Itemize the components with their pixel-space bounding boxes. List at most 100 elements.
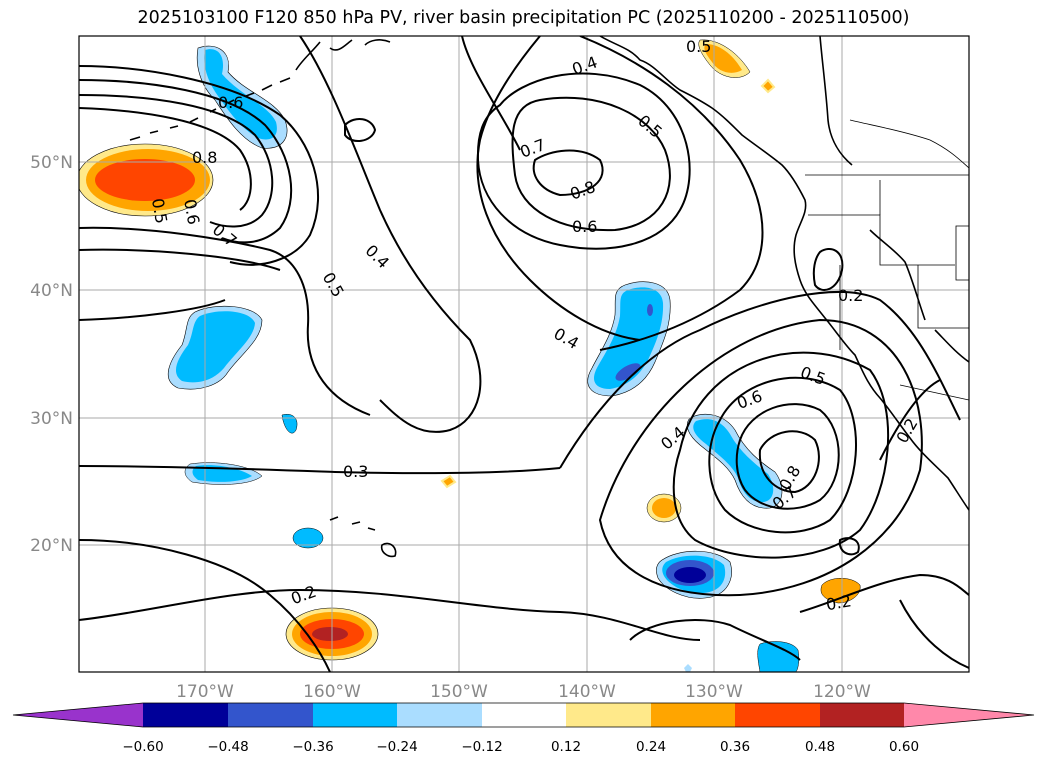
canada-coast — [819, 36, 853, 166]
contour-0-5-center — [579, 36, 764, 351]
negative-anomaly-hawaii-west — [292, 527, 324, 549]
colorbar-under-triangle — [13, 703, 143, 727]
colorbar-swatch — [651, 703, 735, 727]
contour-label: 0.2 — [838, 286, 863, 305]
positive-anomaly-15n — [820, 578, 861, 604]
negative-anomaly-south-east — [757, 641, 800, 672]
colorbar-swatch — [482, 703, 566, 727]
negative-anomaly-central-inner — [615, 363, 641, 381]
latitude-labels: 50°N 40°N 30°N 20°N — [30, 153, 73, 556]
negative-anomaly-mid-pacific-core — [175, 311, 255, 383]
colorbar-over-triangle — [904, 703, 1034, 727]
contour-0-5-west — [79, 226, 371, 416]
colorbar-tick: −0.48 — [207, 739, 248, 755]
contour-label: 0.8 — [192, 148, 217, 167]
contour-0-2-south-east — [799, 573, 969, 613]
colorbar-outline — [12, 702, 1035, 728]
negative-anomaly-zonal-core — [192, 465, 252, 482]
mexico-coast — [934, 329, 969, 363]
positive-anomaly-tiny — [440, 474, 457, 489]
contour-0-6-east — [708, 376, 857, 534]
colorbar-tick: 0.24 — [636, 739, 666, 755]
canada-province-border — [849, 119, 969, 169]
state-border-1 — [808, 214, 955, 266]
positive-anomaly-22n-core — [652, 498, 676, 518]
map-title: 2025103100 F120 850 hPa PV, river basin … — [137, 8, 910, 28]
positive-anomaly-ne-pacific-max — [95, 159, 195, 201]
lon-label: 140°W — [558, 682, 616, 702]
colorbar: −0.60 −0.48 −0.36 −0.24 −0.12 0.12 0.24 … — [12, 702, 1035, 755]
contour-label: 0.2 — [824, 591, 852, 614]
contour-label: 0.5 — [148, 197, 171, 225]
colorbar-tick: −0.36 — [292, 739, 333, 755]
contour-0-5-east — [672, 351, 890, 559]
contour-0-7-east — [735, 403, 840, 510]
aleutian-islands — [129, 77, 291, 141]
colorbar-swatch — [143, 703, 228, 727]
contour-0-4-center — [476, 36, 641, 341]
lon-label: 150°W — [430, 682, 488, 702]
contour-label: 0.6 — [180, 198, 203, 226]
longitude-labels: 170°W 160°W 150°W 140°W 130°W 120°W — [176, 682, 871, 702]
colorbar-tick: 0.48 — [805, 739, 835, 755]
contour-label: 0.5 — [686, 37, 711, 56]
contour-ridge-2 — [79, 79, 293, 244]
contour-south-mid — [629, 619, 801, 661]
map-grid — [79, 36, 969, 672]
contour-0-7-center — [511, 96, 671, 232]
alaska-coast — [295, 39, 391, 71]
positive-anomaly-south-max — [312, 627, 348, 641]
lat-label: 40°N — [30, 281, 73, 301]
lon-label: 160°W — [303, 682, 361, 702]
colorbar-tick: 0.60 — [889, 739, 919, 755]
contour-small-closed — [838, 537, 860, 556]
contour-0-2-west — [79, 539, 331, 672]
contour-0-2-closed — [812, 248, 844, 291]
colorbar-tick: −0.24 — [376, 739, 417, 755]
contour-0-4-east — [598, 318, 923, 597]
positive-anomaly-ne-dot — [760, 78, 776, 94]
contour-label: 0.3 — [343, 462, 368, 481]
contour-west-2 — [79, 248, 281, 271]
contour-small-north — [344, 118, 377, 142]
contour-label: 0.6 — [218, 93, 243, 112]
contour-0-2-south — [79, 588, 701, 641]
lat-label: 20°N — [30, 536, 73, 556]
lon-label: 120°W — [813, 682, 871, 702]
colorbar-tick: −0.12 — [461, 739, 502, 755]
colorbar-tick: 0.36 — [720, 739, 750, 755]
negative-anomaly-east-core — [693, 419, 774, 503]
colorbar-swatch — [566, 703, 651, 727]
contour-0-4-trough — [299, 36, 482, 433]
na-coastline — [599, 36, 969, 511]
borders — [805, 119, 969, 401]
colorbar-swatch — [313, 703, 397, 727]
colorbar-tick: −0.60 — [122, 739, 163, 755]
colorbar-swatch — [820, 703, 904, 727]
contour-ridge-3 — [79, 94, 274, 228]
hawaii-islands — [329, 516, 397, 558]
contour-ridge-4 — [79, 107, 252, 211]
contour-0-8-east — [758, 430, 820, 494]
colorbar-tick: 0.12 — [551, 739, 581, 755]
colorbar-swatch — [397, 703, 482, 727]
lon-label: 130°W — [685, 682, 743, 702]
lon-label: 170°W — [176, 682, 234, 702]
contour-south-east-edge — [899, 599, 969, 669]
negative-anomaly-bottom-dot — [684, 664, 692, 672]
colorbar-swatch — [735, 703, 820, 727]
contour-0-3-east — [559, 290, 961, 469]
contour-0-8-center — [532, 149, 604, 197]
contour-0-3 — [79, 465, 561, 475]
colorbar-swatch — [228, 703, 313, 727]
pv-contours — [79, 36, 969, 672]
lat-label: 30°N — [30, 409, 73, 429]
map-frame — [78, 35, 970, 673]
negative-anomaly-18n-max — [674, 567, 706, 583]
state-border-3 — [879, 180, 969, 281]
contour-label: 0.6 — [572, 217, 597, 236]
negative-anomaly-central-dot — [647, 304, 653, 316]
contour-east-edge — [879, 379, 941, 461]
negative-anomaly-small-1 — [281, 414, 298, 434]
